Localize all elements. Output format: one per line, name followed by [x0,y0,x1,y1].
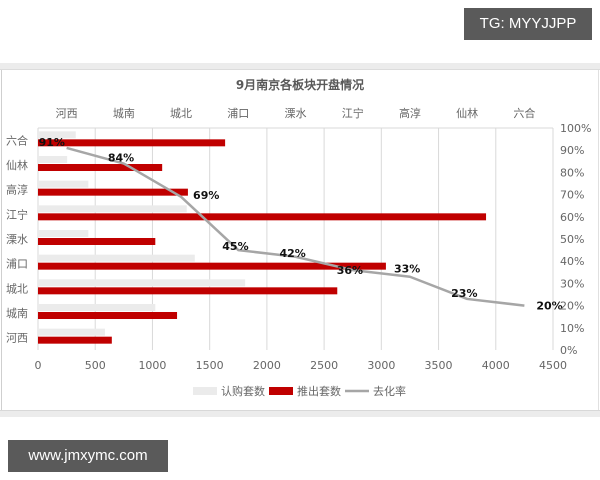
x-top-category-label: 江宁 [342,106,364,120]
y-category-label: 高淳 [6,183,28,197]
x-tick-label: 2500 [310,359,338,372]
bar-launched [38,312,178,319]
tg-watermark: TG: MYYJJPP [464,8,592,40]
legend-label-rate: 去化率 [373,384,406,398]
rate-line: 91% 84% 69% 45% 42% 36% 33% 23% 20% [39,136,563,313]
x-tick-label: 2000 [253,359,281,372]
rate-data-label: 84% [108,152,134,165]
bar-subscribed [38,230,89,237]
bottom-value-axis: 0 500 1000 1500 2000 2500 3000 3500 4000 4500 [35,359,568,372]
y-category-label: 城北 [6,282,28,295]
y-right-tick-label: 30% [560,277,584,290]
bar-launched [38,213,487,221]
legend-swatch-subscribed [193,387,217,395]
legend-label-subscribed: 认购套数 [221,384,265,398]
x-top-category-label: 溧水 [285,106,307,120]
y-category-label: 溧水 [6,232,28,246]
bar-launched [38,188,188,196]
x-top-category-label: 城南 [113,107,135,120]
y-category-label: 仙林 [6,158,28,172]
y-category-label: 江宁 [6,207,28,221]
rate-data-label: 36% [337,264,363,277]
x-top-category-label: 河西 [56,107,78,120]
y-category-label: 城南 [6,307,28,320]
x-top-category-label: 浦口 [227,107,249,120]
y-right-tick-label: 50% [560,233,584,246]
chart-top-border [0,63,600,70]
rate-data-label: 20% [536,300,562,313]
y-right-tick-label: 60% [560,211,584,224]
bar-subscribed [38,254,195,262]
x-top-category-label: 城北 [170,107,192,120]
x-tick-label: 0 [35,359,42,372]
bar-subscribed [38,279,246,287]
y-right-tick-label: 90% [560,144,584,157]
bar-launched [38,336,112,344]
y-right-tick-label: 0% [560,344,577,357]
bar-launched [38,262,386,270]
x-top-category-label: 仙林 [456,106,478,120]
x-tick-label: 3000 [367,359,395,372]
x-top-category-label: 高淳 [399,106,421,120]
right-percent-axis: 100% 90% 80% 70% 60% 50% 40% 30% 20% 10% 0% [560,122,591,357]
rate-data-label: 45% [222,240,248,253]
x-tick-label: 4000 [482,359,510,372]
y-category-label: 六合 [6,133,28,147]
y-category-label: 浦口 [6,258,28,271]
top-category-axis: 河西 城南 城北 浦口 溧水 江宁 高淳 仙林 六合 [56,106,536,120]
y-right-tick-label: 20% [560,300,584,313]
bar-subscribed [38,304,156,311]
y-right-tick-label: 70% [560,189,584,202]
rate-data-label: 23% [451,287,477,300]
y-category-label: 河西 [6,332,28,345]
rate-polyline [66,146,525,307]
bars [38,131,487,344]
bar-launched [38,164,163,171]
rate-data-label: 33% [394,263,420,276]
bar-subscribed [38,156,68,163]
bar-subscribed [38,205,187,213]
y-right-tick-label: 100% [560,122,591,135]
chart-title: 9月南京各板块开盘情况 [236,77,364,92]
legend: 认购套数 推出套数 去化率 [193,384,406,398]
chart-bottom-border [0,410,600,417]
bar-subscribed [38,180,89,188]
bar-launched [38,139,226,147]
rate-data-label: 91% [39,136,65,149]
url-watermark: www.jmxymc.com [8,440,168,472]
bar-launched [38,238,156,245]
x-tick-label: 4500 [539,359,567,372]
legend-swatch-launched [269,387,293,395]
bar-launched [38,287,338,295]
x-tick-label: 1000 [138,359,166,372]
x-tick-label: 1500 [196,359,224,372]
rate-data-label: 69% [193,189,219,202]
x-tick-label: 500 [85,359,106,372]
y-right-tick-label: 10% [560,322,584,335]
bar-subscribed [38,328,105,336]
rate-data-label: 42% [280,247,306,260]
y-right-tick-label: 80% [560,166,584,179]
x-top-category-label: 六合 [513,106,535,120]
y-right-tick-label: 40% [560,255,584,268]
legend-label-launched: 推出套数 [297,384,341,398]
x-tick-label: 3500 [425,359,453,372]
bar-subscribed [38,131,76,139]
